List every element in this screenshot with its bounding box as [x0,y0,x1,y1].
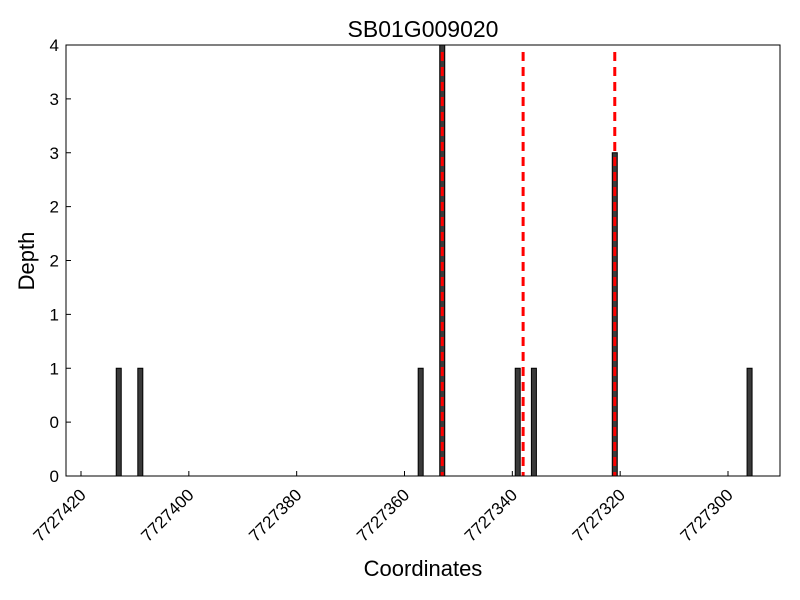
y-tick-label: 2 [50,252,59,271]
depth-bar [137,367,144,477]
y-tick-label: 0 [50,467,59,486]
x-tick-label: 7727400 [137,485,197,545]
depth-bar [514,367,521,477]
y-tick-label: 3 [50,144,59,163]
x-tick-label: 7727420 [30,485,90,545]
y-tick-label: 2 [50,198,59,217]
depth-bar [530,367,537,477]
x-tick-label: 7727360 [353,485,413,545]
x-tick-label: 7727320 [569,485,629,545]
x-tick-label: 7727380 [245,485,305,545]
bars-layer [115,44,753,477]
depth-bar [115,367,122,477]
x-axis: 7727420 7727400 7727380 7727360 7727340 77273… [30,471,737,546]
y-axis: 0 0 1 1 2 2 3 3 4 [50,36,71,486]
depth-bar [417,367,424,477]
depth-bar [746,367,753,477]
plot-area [65,44,781,477]
y-tick-label: 1 [50,305,59,324]
x-tick-label: 7727340 [461,485,521,545]
y-tick-label: 0 [50,413,59,432]
x-tick-label: 7727300 [677,485,737,545]
y-tick-label: 1 [50,359,59,378]
y-tick-label: 4 [50,36,59,55]
y-axis-label: Depth [14,232,39,291]
y-tick-label: 3 [50,90,59,109]
chart-title: SB01G009020 [348,16,499,42]
depth-bar [439,44,446,477]
reference-lines-layer [440,52,617,476]
x-axis-label: Coordinates [364,556,483,581]
